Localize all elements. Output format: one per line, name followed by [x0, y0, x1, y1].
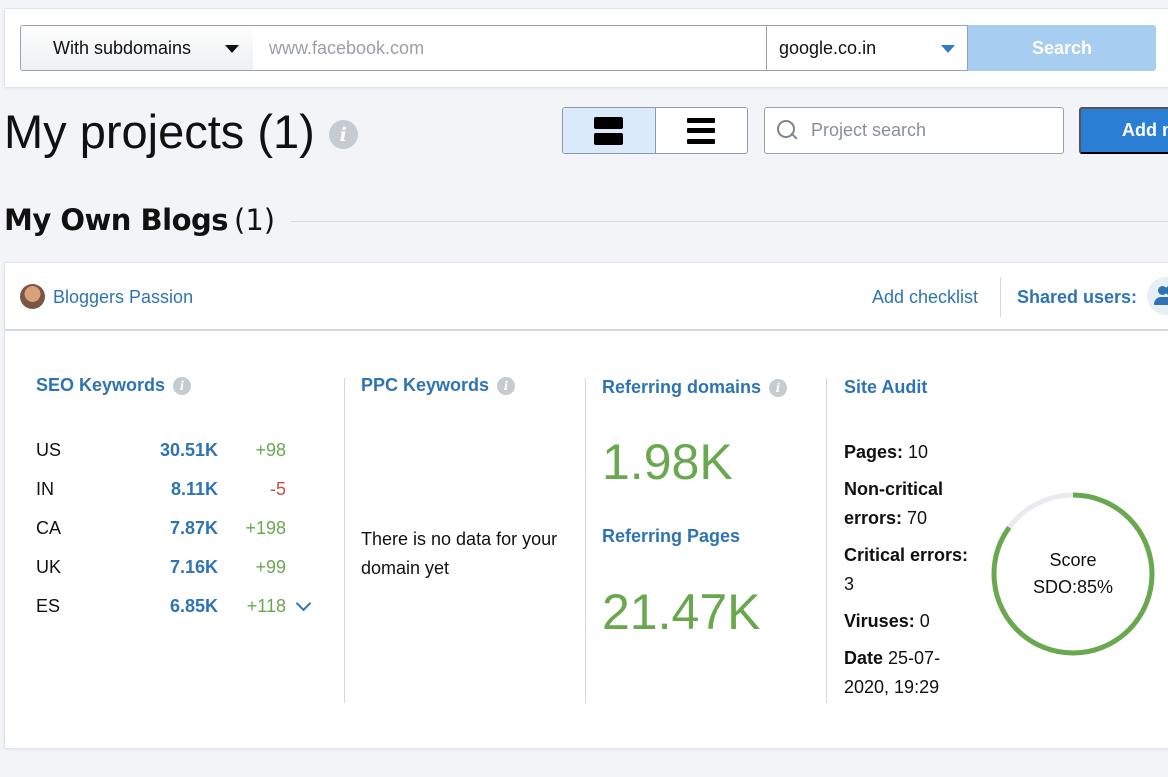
- divider: [344, 378, 345, 703]
- domain-input[interactable]: [253, 25, 767, 71]
- keyword-row: UK 7.16K +99: [36, 557, 326, 581]
- audit-critical-label: Critical errors:: [844, 545, 969, 565]
- grid-view-button[interactable]: [563, 108, 656, 153]
- list-view-button[interactable]: [655, 108, 747, 153]
- referring-pages-value[interactable]: 21.47K: [602, 584, 761, 640]
- info-icon[interactable]: i: [328, 120, 358, 149]
- search-icon: [777, 119, 799, 142]
- project-card-header: Bloggers Passion Add checklist Shared us…: [5, 263, 1168, 331]
- project-search-box: [764, 107, 1064, 154]
- score-label-block: Score SDO:85%: [990, 547, 1156, 601]
- keyword-row: CA 7.87K +198: [36, 518, 326, 542]
- info-icon[interactable]: i: [497, 376, 516, 395]
- audit-date-label: Date: [844, 648, 884, 668]
- ppc-keywords-title-text: PPC Keywords: [361, 375, 490, 395]
- audit-viruses-label: Viruses:: [844, 611, 915, 631]
- project-name-link[interactable]: Bloggers Passion: [53, 287, 194, 307]
- keyword-count[interactable]: 7.87K: [169, 518, 218, 538]
- referring-pages-title-text: Referring Pages: [602, 526, 741, 546]
- add-checklist-link[interactable]: Add checklist: [872, 287, 979, 307]
- search-engine-select[interactable]: google.co.in: [766, 25, 968, 71]
- keyword-count[interactable]: 7.16K: [169, 557, 218, 577]
- audit-pages-label: Pages:: [844, 442, 904, 462]
- keyword-row: IN 8.11K -5: [36, 479, 326, 503]
- add-project-button[interactable]: Add new project: [1079, 107, 1168, 154]
- project-search-input[interactable]: [811, 120, 1051, 141]
- score-gauge-arc: [991, 492, 1155, 656]
- referring-domains-value[interactable]: 1.98K: [602, 434, 733, 490]
- keyword-count[interactable]: 30.51K: [159, 440, 218, 460]
- subdomain-scope-select[interactable]: With subdomains: [20, 25, 254, 71]
- keyword-row: ES 6.85K +118: [36, 595, 326, 620]
- project-card: Bloggers Passion Add checklist Shared us…: [4, 262, 1168, 749]
- domain-search-bar: With subdomains google.co.in Search: [4, 8, 1168, 88]
- page-title: My projects (1) i: [4, 104, 358, 159]
- subdomain-scope-value: With subdomains: [53, 37, 192, 58]
- divider: [1000, 277, 1001, 317]
- audit-viruses-value: 0: [919, 611, 930, 631]
- score-gauge[interactable]: [990, 491, 1156, 657]
- divider: [585, 378, 586, 703]
- score-value: SDO:85%: [1032, 577, 1114, 597]
- seo-keywords-title[interactable]: SEO Keywords i: [36, 375, 192, 396]
- referring-domains-title-text: Referring domains: [602, 377, 762, 397]
- keyword-country: CA: [36, 518, 62, 538]
- keyword-country: IN: [36, 479, 54, 499]
- grid-view-icon: [594, 116, 624, 145]
- keyword-delta: +118: [246, 596, 286, 616]
- site-audit-title[interactable]: Site Audit: [844, 377, 927, 398]
- keyword-count[interactable]: 8.11K: [170, 479, 218, 499]
- audit-viruses: Viruses: 0: [844, 607, 984, 636]
- info-icon[interactable]: i: [769, 378, 788, 397]
- keyword-delta: +98: [255, 440, 286, 460]
- audit-date: Date 25-07-2020, 19:29: [844, 644, 954, 702]
- keyword-delta: +99: [255, 557, 286, 577]
- audit-noncritical-value: 70: [907, 508, 928, 528]
- audit-noncritical-label: Non-critical errors:: [844, 479, 944, 528]
- view-toggle: [562, 107, 748, 154]
- avatar: [20, 284, 45, 309]
- keyword-count[interactable]: 6.85K: [169, 596, 218, 616]
- audit-critical-errors: Critical errors: 3: [844, 541, 974, 599]
- group-count: (1): [234, 203, 276, 237]
- search-button[interactable]: Search: [968, 25, 1156, 71]
- audit-pages-value: 10: [908, 442, 929, 462]
- audit-date-value: 25-07-2020, 19:29: [844, 648, 941, 697]
- search-engine-value: google.co.in: [779, 37, 877, 58]
- chevron-down-icon[interactable]: [295, 595, 312, 612]
- project-group-header: My Own Blogs (1): [4, 200, 1168, 240]
- page-title-text: My projects (1): [4, 105, 315, 158]
- referring-domains-title[interactable]: Referring domains i: [602, 377, 788, 398]
- ppc-keywords-title[interactable]: PPC Keywords i: [361, 375, 516, 396]
- ppc-empty-message: There is no data for your domain yet: [361, 529, 558, 578]
- keyword-country: ES: [36, 596, 61, 616]
- referring-pages-title[interactable]: Referring Pages: [602, 526, 740, 547]
- score-label: Score: [1049, 550, 1097, 570]
- seo-keywords-title-text: SEO Keywords: [36, 375, 166, 395]
- divider: [826, 378, 827, 703]
- site-audit-title-text: Site Audit: [844, 377, 928, 397]
- chevron-down-icon: [941, 45, 955, 53]
- keyword-delta: +198: [245, 518, 286, 538]
- list-view-icon: [687, 117, 716, 144]
- users-icon[interactable]: [1147, 277, 1168, 315]
- divider: [291, 220, 1168, 222]
- keyword-row: US 30.51K +98: [36, 440, 326, 464]
- shared-users-label[interactable]: Shared users:: [1017, 287, 1138, 307]
- group-title: My Own Blogs: [4, 203, 229, 237]
- audit-pages: Pages: 10: [844, 438, 984, 467]
- keyword-country: US: [36, 440, 62, 460]
- chevron-down-icon: [225, 45, 239, 53]
- keyword-delta: -5: [269, 479, 286, 499]
- audit-critical-value: 3: [844, 574, 855, 594]
- keyword-country: UK: [36, 557, 62, 577]
- audit-noncritical-errors: Non-critical errors: 70: [844, 475, 969, 533]
- info-icon[interactable]: i: [173, 376, 192, 395]
